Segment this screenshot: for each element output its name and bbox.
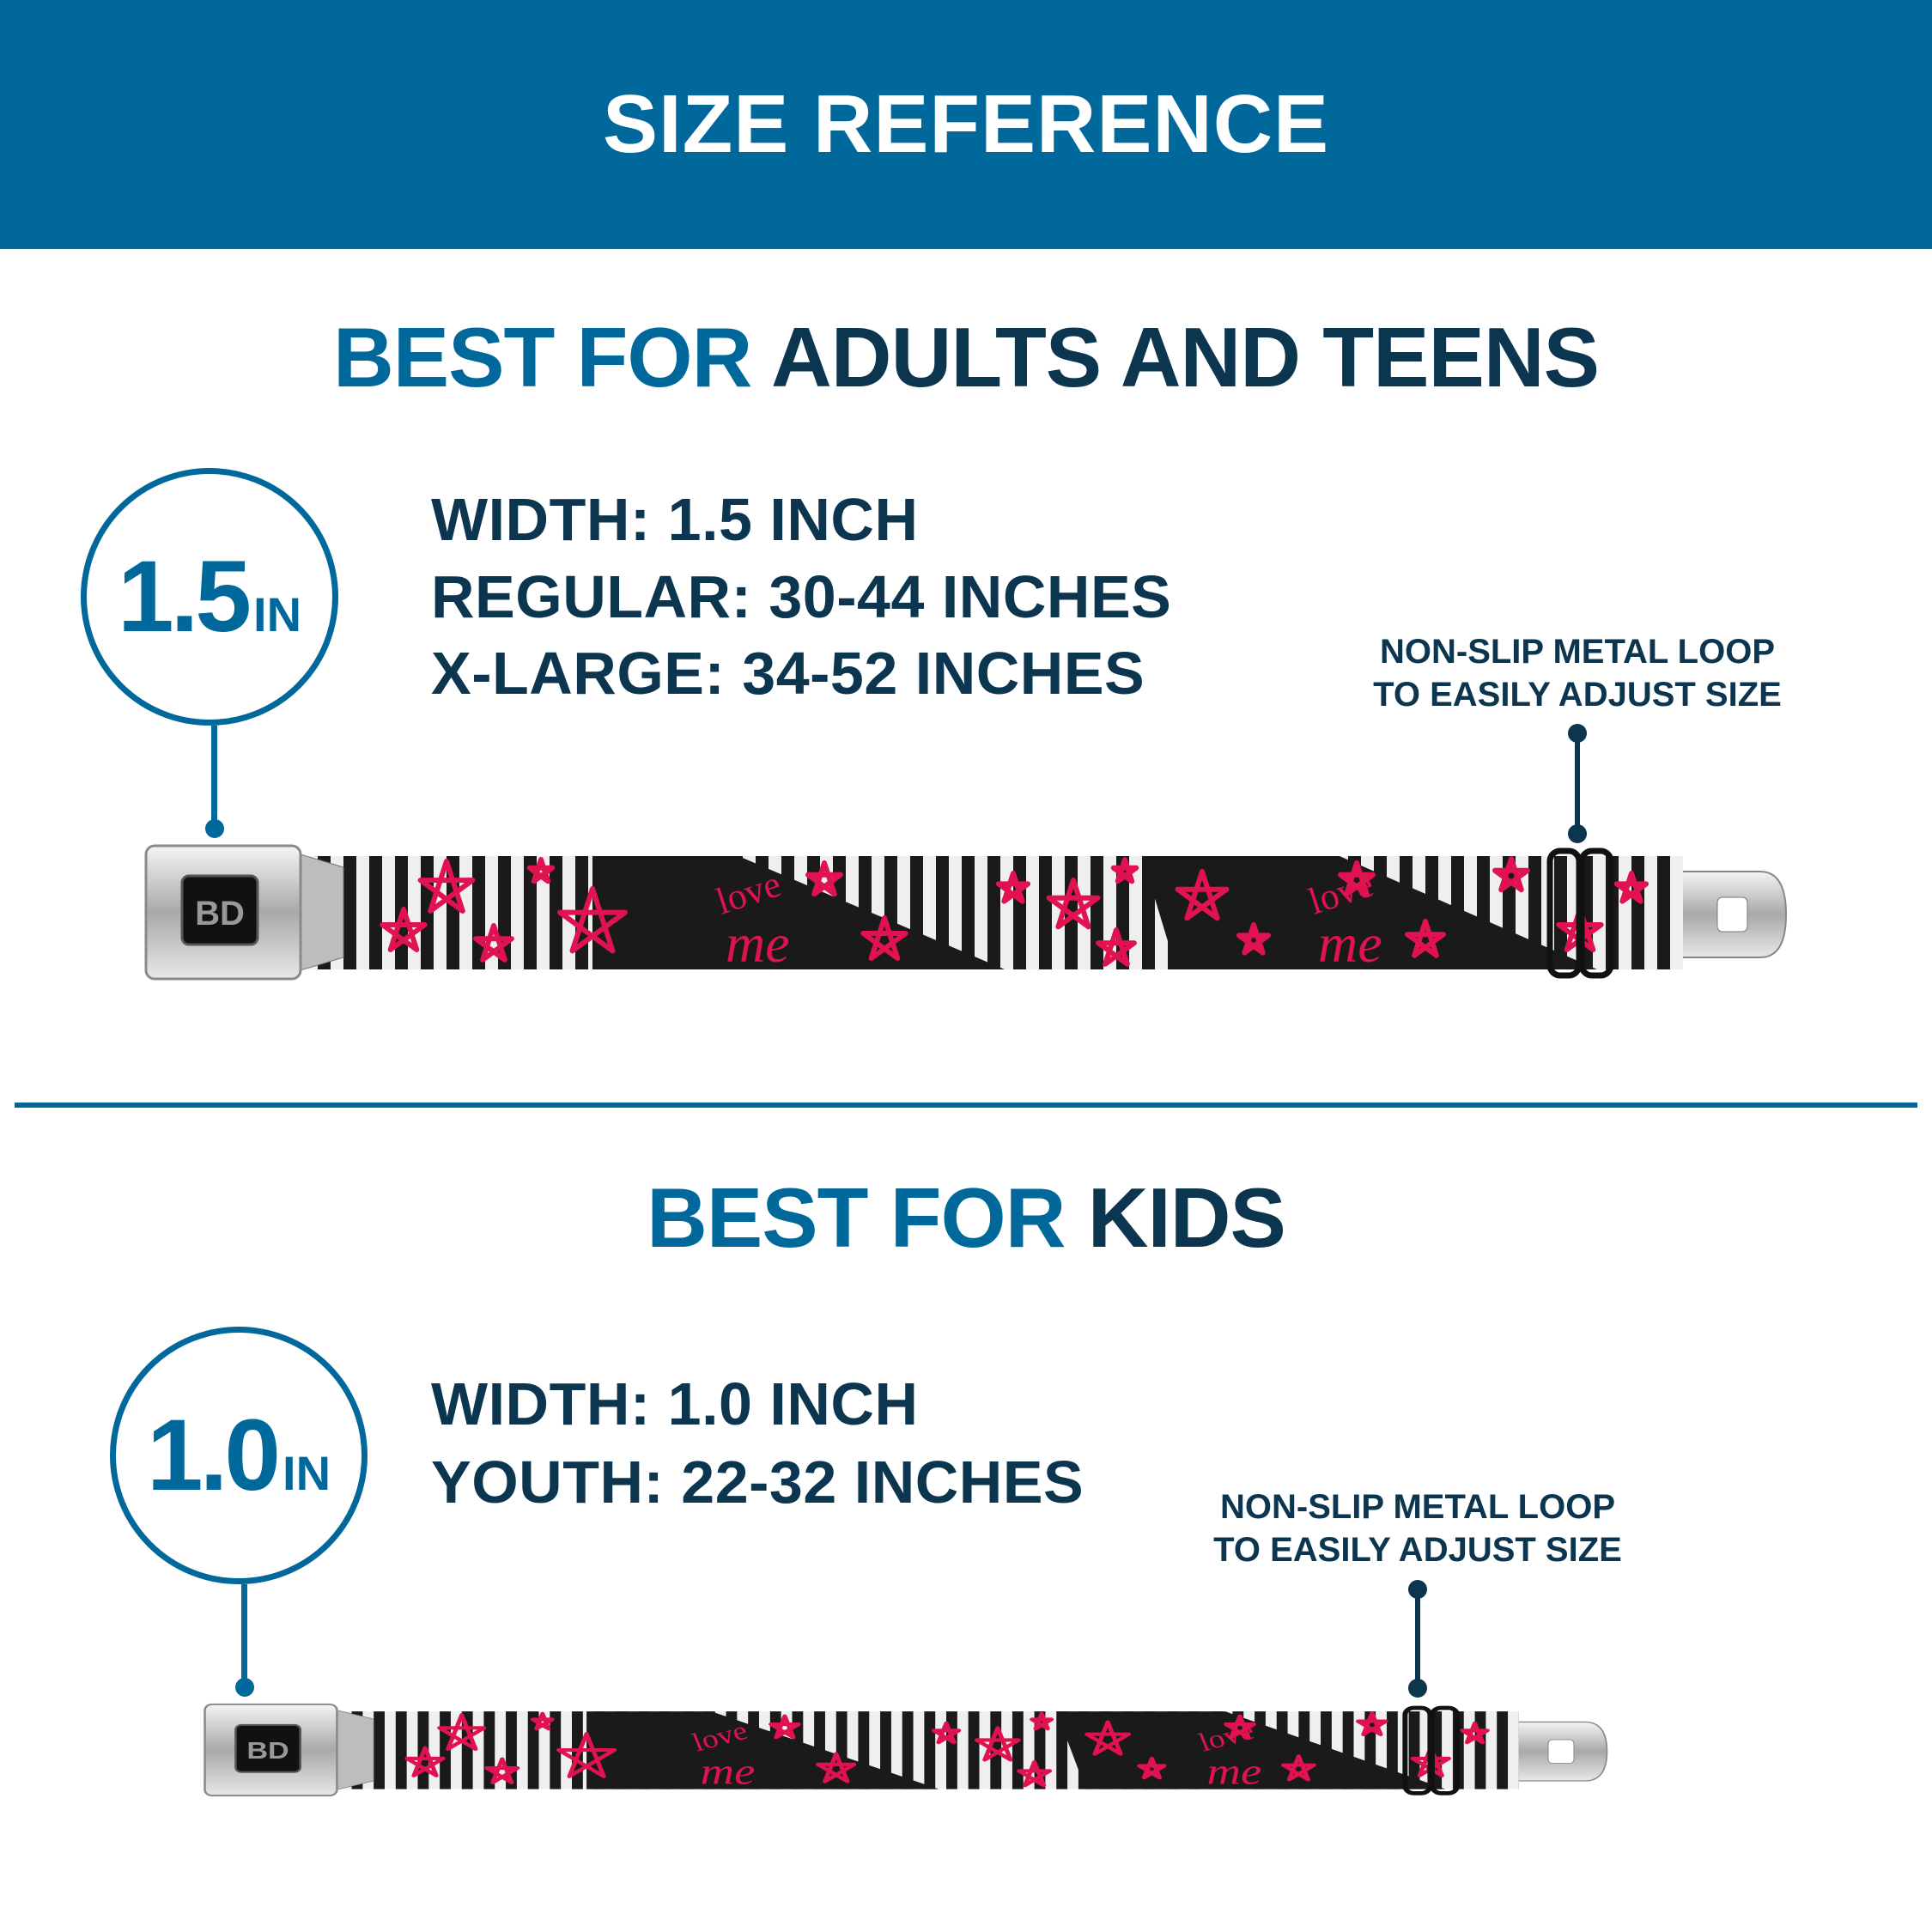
star-icon bbox=[417, 859, 476, 914]
connector-dot bbox=[235, 1678, 254, 1697]
header-banner bbox=[0, 0, 1932, 249]
strap-panel bbox=[1056, 1711, 1446, 1789]
callout-pointer bbox=[1415, 1586, 1420, 1685]
badge-unit: IN bbox=[253, 586, 302, 641]
star-icon bbox=[437, 1713, 487, 1751]
callout-pointer bbox=[1575, 730, 1580, 833]
star-icon bbox=[1084, 1720, 1132, 1756]
star-icon bbox=[1017, 1760, 1053, 1788]
callout-line: NON-SLIP METAL LOOP bbox=[1219, 1488, 1616, 1526]
buckle-logo-text: BD bbox=[195, 895, 245, 933]
star-icon bbox=[1046, 878, 1101, 930]
star-icon bbox=[769, 1714, 801, 1740]
star-icon bbox=[530, 1711, 555, 1731]
strap-panel bbox=[586, 1711, 939, 1789]
section-title-adults: BEST FOR ADULTS AND TEENS bbox=[0, 309, 1932, 406]
badge-value: 1.5 bbox=[117, 540, 252, 653]
buckle-logo bbox=[180, 874, 259, 946]
star-icon bbox=[1492, 856, 1530, 893]
star-icon bbox=[995, 871, 1031, 904]
star-icon bbox=[1280, 1754, 1316, 1782]
star-icon bbox=[473, 923, 514, 963]
spec-regular: REGULAR: 30-44 INCHES bbox=[431, 563, 1172, 630]
star-icon bbox=[860, 915, 908, 961]
metal-loop bbox=[1578, 848, 1614, 979]
latch-hole bbox=[1547, 1739, 1575, 1764]
star-icon bbox=[1405, 919, 1446, 958]
callout-dot bbox=[1408, 1679, 1427, 1698]
page-title: SIZE REFERENCE bbox=[602, 78, 1330, 170]
star-icon bbox=[1613, 871, 1649, 904]
callout-adults: NON-SLIP METAL LOOP TO EASILY ADJUST SIZ… bbox=[1371, 630, 1783, 716]
spec-width: WIDTH: 1.5 INCH bbox=[431, 486, 919, 553]
buckle-logo-text: BD bbox=[246, 1737, 289, 1764]
spec-youth: YOUTH: 22-32 INCHES bbox=[431, 1449, 1084, 1516]
star-icon bbox=[1236, 922, 1272, 956]
me-text: me bbox=[726, 913, 790, 974]
title-prefix: BEST FOR bbox=[332, 310, 752, 404]
star-icon bbox=[1338, 860, 1376, 897]
star-icon bbox=[974, 1726, 1021, 1762]
connector-dot bbox=[205, 819, 224, 838]
title-prefix: BEST FOR bbox=[647, 1170, 1066, 1265]
section-divider bbox=[15, 1103, 1917, 1108]
metal-loop bbox=[1429, 1705, 1461, 1795]
width-badge-kids: 1.0 IN bbox=[110, 1327, 368, 1584]
star-icon bbox=[1224, 1714, 1256, 1740]
star-icon bbox=[1030, 1711, 1054, 1731]
star-icon bbox=[1110, 857, 1139, 884]
buckle-logo bbox=[234, 1723, 301, 1773]
star-icon bbox=[1356, 1711, 1388, 1737]
star-icon bbox=[1096, 927, 1137, 967]
spec-xlarge: X-LARGE: 34-52 INCHES bbox=[431, 640, 1145, 707]
strap-panel bbox=[592, 856, 1005, 969]
callout-line: TO EASILY ADJUST SIZE bbox=[1213, 1531, 1622, 1569]
star-icon bbox=[557, 886, 628, 954]
me-text: me bbox=[1207, 1750, 1262, 1792]
badge-connector bbox=[211, 726, 217, 824]
section-title-kids: BEST FOR KIDS bbox=[0, 1170, 1932, 1267]
callout-kids: NON-SLIP METAL LOOP TO EASILY ADJUST SIZ… bbox=[1212, 1485, 1624, 1571]
star-icon bbox=[1137, 1756, 1167, 1780]
me-text: me bbox=[701, 1750, 756, 1792]
latch-hole bbox=[1716, 896, 1748, 933]
star-icon bbox=[556, 1732, 617, 1778]
star-icon bbox=[526, 857, 556, 884]
buckle-tongue bbox=[300, 854, 344, 971]
callout-line: TO EASILY ADJUST SIZE bbox=[1373, 676, 1782, 714]
star-icon bbox=[816, 1752, 857, 1783]
buckle-tongue bbox=[337, 1710, 374, 1790]
star-icon bbox=[1175, 869, 1230, 921]
badge-value: 1.0 bbox=[146, 1399, 281, 1512]
title-rest: KIDS bbox=[1087, 1170, 1286, 1265]
badge-unit: IN bbox=[283, 1445, 331, 1500]
star-icon bbox=[931, 1721, 962, 1745]
strap-panel bbox=[1142, 856, 1597, 969]
star-icon bbox=[380, 907, 428, 952]
spec-width: WIDTH: 1.0 INCH bbox=[431, 1370, 919, 1437]
star-icon bbox=[1460, 1721, 1490, 1745]
width-badge-adults: 1.5 IN bbox=[81, 468, 338, 726]
callout-line: NON-SLIP METAL LOOP bbox=[1379, 633, 1776, 671]
title-rest: ADULTS AND TEENS bbox=[771, 310, 1600, 404]
star-icon bbox=[805, 860, 843, 897]
callout-dot bbox=[1568, 824, 1587, 843]
star-icon bbox=[484, 1757, 520, 1784]
star-icon bbox=[404, 1746, 446, 1777]
me-text: me bbox=[1318, 913, 1382, 974]
badge-connector bbox=[241, 1584, 247, 1683]
